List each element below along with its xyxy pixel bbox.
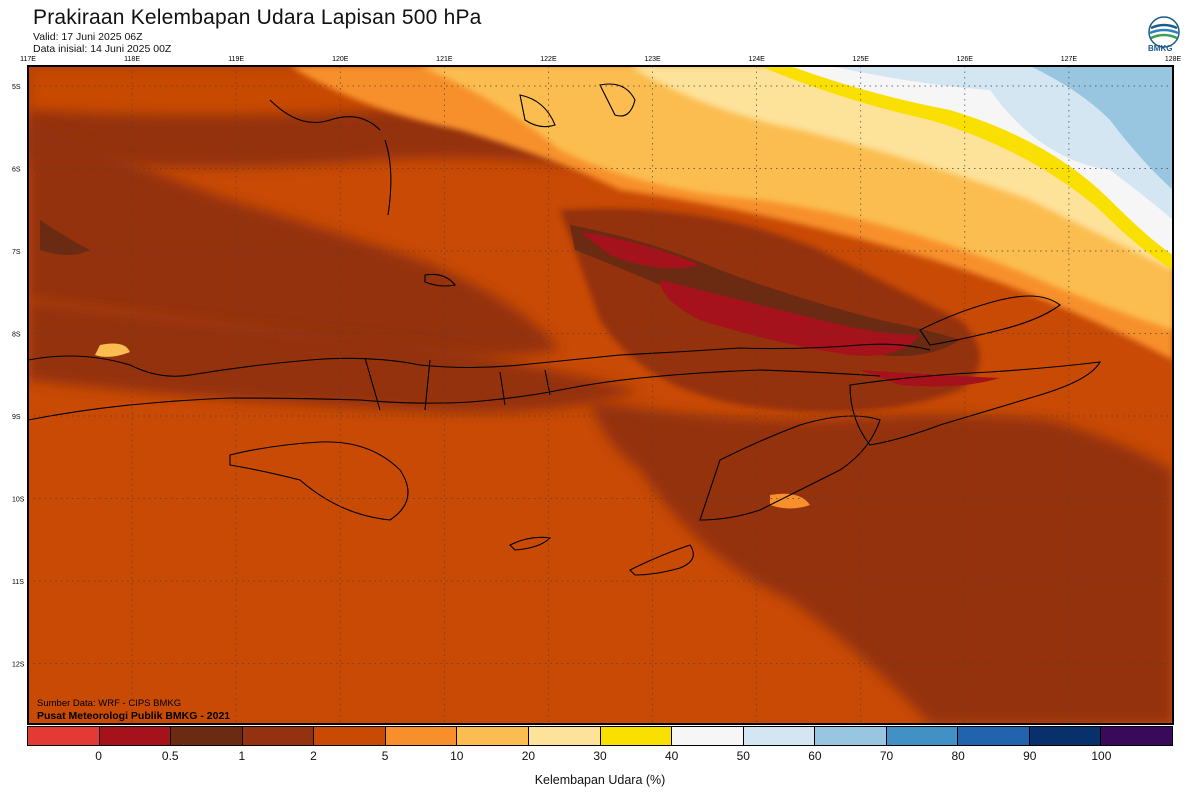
colorbar-tick-label: 0 xyxy=(95,749,102,763)
colorbar-swatch xyxy=(242,727,315,745)
colorbar-swatch xyxy=(743,727,816,745)
colorbar-swatch xyxy=(385,727,458,745)
colorbar-tick-label: 20 xyxy=(521,749,536,763)
colorbar-swatch xyxy=(528,727,601,745)
bmkg-logo-icon xyxy=(1148,16,1180,48)
humidity-field xyxy=(28,66,1173,724)
lat-label: 11S xyxy=(12,579,24,586)
colorbar-swatch xyxy=(1029,727,1102,745)
colorbar-tick-label: 50 xyxy=(736,749,750,763)
colorbar-swatch xyxy=(99,727,172,745)
source-text: Sumber Data: WRF - CIPS BMKG xyxy=(37,698,181,709)
valid-time: Valid: 17 Juni 2025 06Z xyxy=(33,31,143,43)
colorbar xyxy=(27,726,1173,746)
lat-label: 5S xyxy=(12,84,21,91)
lon-label: 122E xyxy=(540,56,557,63)
colorbar-tick-label: 40 xyxy=(664,749,679,763)
colorbar-swatch xyxy=(958,727,1030,745)
init-time: Data inisial: 14 Juni 2025 00Z xyxy=(33,43,172,55)
lat-label: 6S xyxy=(12,167,21,174)
colorbar-swatch xyxy=(457,727,529,745)
colorbar-swatch xyxy=(600,727,673,745)
chart-title: Prakiraan Kelembapan Udara Lapisan 500 h… xyxy=(33,6,482,29)
humidity-map: 117E 118E 119E 120E 121E 122E 123E 124E 125E 126E… xyxy=(12,56,1181,725)
colorbar-tick-label: 5 xyxy=(381,749,389,763)
colorbar-tick-label: 1 xyxy=(238,749,246,763)
colorbar-swatch xyxy=(28,727,100,745)
lon-label: 126E xyxy=(957,56,974,63)
lat-label: 7S xyxy=(12,249,21,256)
colorbar-tick-label: 2 xyxy=(310,749,317,763)
lon-label: 120E xyxy=(332,56,349,63)
logo-label: BMKG xyxy=(1148,44,1173,53)
graticule xyxy=(28,66,1173,724)
map-frame xyxy=(27,65,1174,725)
lon-label: 123E xyxy=(644,56,661,63)
lon-label: 117E xyxy=(20,56,36,63)
lon-label: 128E xyxy=(1165,56,1182,63)
longitude-labels: 117E 118E 119E 120E 121E 122E 123E 124E 125E 126E… xyxy=(20,56,1181,63)
colorbar-swatch xyxy=(1101,727,1172,745)
colorbar-unit: Kelembapan Udara (%) xyxy=(534,773,666,787)
lon-label: 127E xyxy=(1061,56,1078,63)
lat-label: 9S xyxy=(12,414,21,421)
lon-label: 124E xyxy=(748,56,765,63)
lon-label: 119E xyxy=(228,56,244,63)
colorbar-swatch xyxy=(815,727,887,745)
lat-label: 12S xyxy=(12,662,25,669)
colorbar-tick-label: 70 xyxy=(879,749,894,763)
colorbar-tick-label: 0.5 xyxy=(161,749,179,763)
coastlines xyxy=(28,83,1102,576)
colorbar-swatch xyxy=(314,727,386,745)
lat-label: 10S xyxy=(12,497,25,504)
colorbar-tick-label: 80 xyxy=(951,749,965,763)
lat-label: 8S xyxy=(12,332,21,339)
colorbar-tick-label: 90 xyxy=(1023,749,1037,763)
colorbar-swatch xyxy=(171,727,243,745)
credit-text: Pusat Meteorologi Publik BMKG - 2021 xyxy=(37,710,230,722)
colorbar-tick-label: 60 xyxy=(808,749,822,763)
colorbar-tick-label: 10 xyxy=(450,749,464,763)
colorbar-swatch xyxy=(886,727,959,745)
colorbar-tick-label: 100 xyxy=(1091,749,1112,763)
lon-label: 118E xyxy=(124,56,140,63)
colorbar-tick-label: 30 xyxy=(593,749,607,763)
latitude-labels: 5S 6S 7S 8S 9S 10S 11S 12S xyxy=(12,84,25,669)
colorbar-swatch xyxy=(672,727,744,745)
lon-label: 121E xyxy=(436,56,453,63)
lon-label: 125E xyxy=(853,56,870,63)
